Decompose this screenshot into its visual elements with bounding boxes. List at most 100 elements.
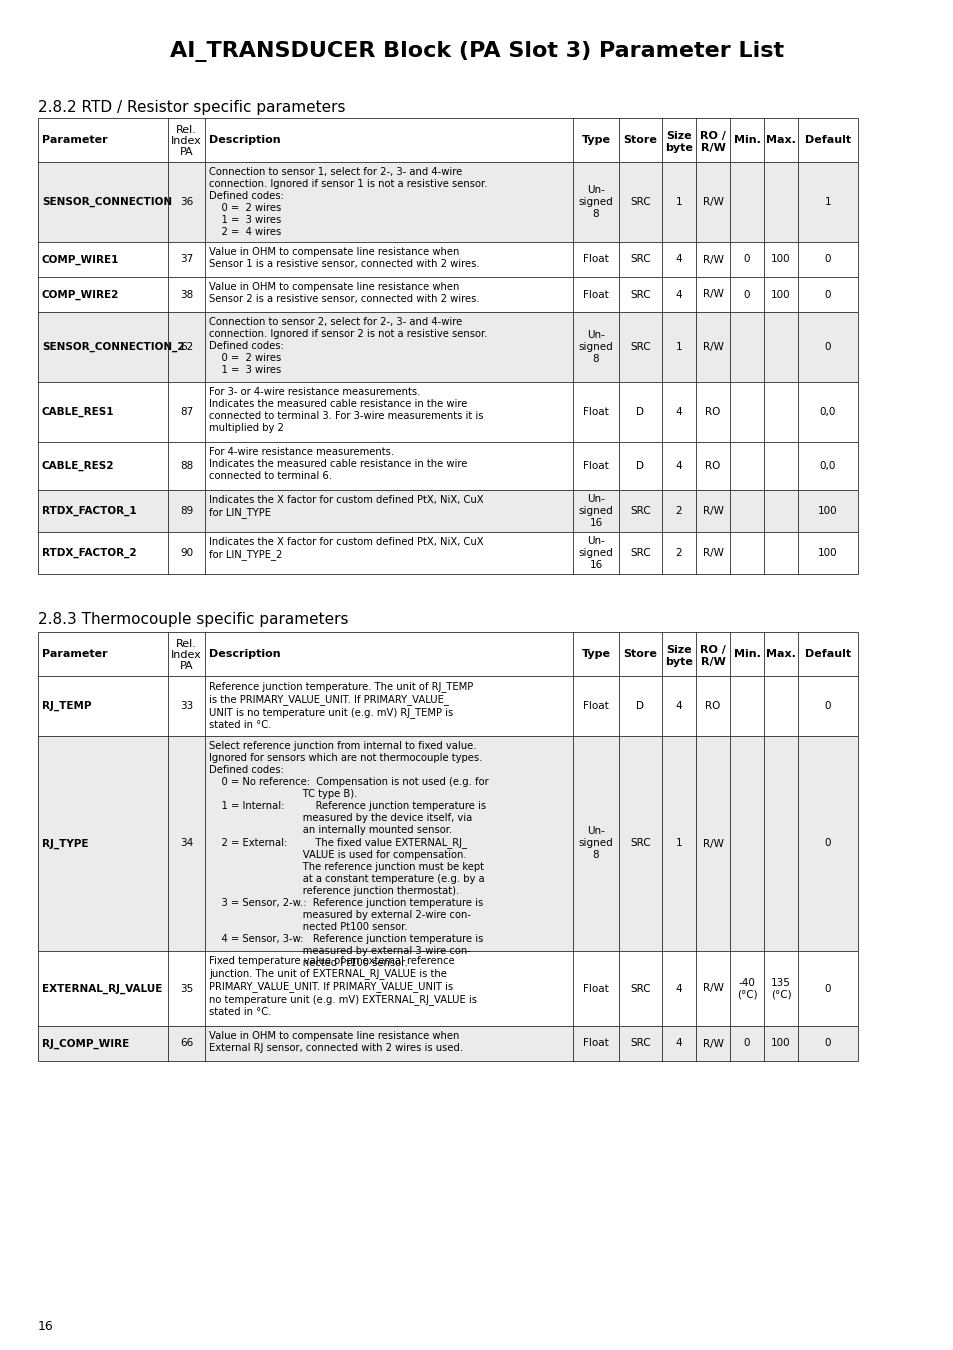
Text: 4: 4	[675, 255, 681, 265]
Text: RTDX_FACTOR_2: RTDX_FACTOR_2	[42, 548, 136, 558]
Text: Value in OHM to compensate line resistance when
External RJ sensor, connected wi: Value in OHM to compensate line resistan…	[209, 1031, 462, 1053]
Text: 33: 33	[180, 701, 193, 711]
Text: CABLE_RES1: CABLE_RES1	[42, 406, 114, 417]
Text: Size: Size	[665, 131, 691, 140]
Text: SRC: SRC	[630, 197, 650, 207]
Text: 100: 100	[770, 289, 790, 300]
Text: Parameter: Parameter	[42, 135, 108, 144]
Text: 0: 0	[743, 289, 749, 300]
Text: R/W: R/W	[701, 197, 722, 207]
Text: SRC: SRC	[630, 255, 650, 265]
Text: 35: 35	[180, 984, 193, 994]
Text: 4: 4	[675, 984, 681, 994]
Text: Float: Float	[582, 460, 608, 471]
Bar	[38, 632, 857, 676]
Text: 100: 100	[818, 506, 837, 516]
Text: D: D	[636, 701, 644, 711]
Text: RJ_TEMP: RJ_TEMP	[42, 701, 91, 711]
Text: 4: 4	[675, 701, 681, 711]
Text: Store: Store	[623, 135, 657, 144]
Text: Parameter: Parameter	[42, 649, 108, 659]
Text: 100: 100	[770, 255, 790, 265]
Text: SRC: SRC	[630, 289, 650, 300]
Text: Float: Float	[582, 406, 608, 417]
Text: 1: 1	[675, 197, 681, 207]
Text: Type: Type	[581, 649, 610, 659]
Text: Un-
signed
16: Un- signed 16	[578, 536, 613, 570]
Bar	[38, 277, 857, 312]
Text: SENSOR_CONNECTION_2: SENSOR_CONNECTION_2	[42, 342, 185, 352]
Bar	[38, 490, 857, 532]
Text: 38: 38	[180, 289, 193, 300]
Text: 0: 0	[824, 984, 830, 994]
Text: Min.: Min.	[733, 135, 760, 144]
Text: SRC: SRC	[630, 1038, 650, 1049]
Text: 0: 0	[824, 838, 830, 849]
Text: 0: 0	[743, 255, 749, 265]
Text: Index: Index	[171, 649, 202, 660]
Text: SRC: SRC	[630, 506, 650, 516]
Text: 88: 88	[180, 460, 193, 471]
Text: RO /: RO /	[700, 645, 725, 655]
Text: 4: 4	[675, 1038, 681, 1049]
Text: Rel.: Rel.	[176, 639, 196, 649]
Text: 16: 16	[38, 1320, 53, 1332]
Text: R/W: R/W	[701, 289, 722, 300]
Text: Un-
signed
8: Un- signed 8	[578, 329, 613, 364]
Text: 4: 4	[675, 406, 681, 417]
Text: RO: RO	[704, 460, 720, 471]
Text: 2.8.3 Thermocouple specific parameters: 2.8.3 Thermocouple specific parameters	[38, 612, 348, 626]
Text: 0,0: 0,0	[819, 406, 836, 417]
Text: RTDX_FACTOR_1: RTDX_FACTOR_1	[42, 506, 136, 516]
Text: R/W: R/W	[701, 984, 722, 994]
Text: Indicates the X factor for custom defined PtX, NiX, CuX
for LIN_TYPE_2: Indicates the X factor for custom define…	[209, 537, 483, 560]
Text: Un-
signed
8: Un- signed 8	[578, 185, 613, 219]
Text: Max.: Max.	[765, 649, 795, 659]
Text: R/W: R/W	[700, 143, 724, 153]
Text: PA: PA	[179, 662, 193, 671]
Text: -40
(°C): -40 (°C)	[736, 977, 757, 999]
Text: SRC: SRC	[630, 342, 650, 352]
Text: 1: 1	[675, 342, 681, 352]
Text: 4: 4	[675, 460, 681, 471]
Text: Reference junction temperature. The unit of RJ_TEMP
is the PRIMARY_VALUE_UNIT. I: Reference junction temperature. The unit…	[209, 680, 473, 730]
Text: AI_TRANSDUCER Block (PA Slot 3) Parameter List: AI_TRANSDUCER Block (PA Slot 3) Paramete…	[170, 42, 783, 62]
Text: 4: 4	[675, 289, 681, 300]
Text: R/W: R/W	[701, 506, 722, 516]
Text: 2.8.2 RTD / Resistor specific parameters: 2.8.2 RTD / Resistor specific parameters	[38, 100, 345, 115]
Text: 1: 1	[675, 838, 681, 849]
Text: RO: RO	[704, 701, 720, 711]
Text: 37: 37	[180, 255, 193, 265]
Text: byte: byte	[664, 143, 692, 153]
Bar	[38, 117, 857, 162]
Text: D: D	[636, 460, 644, 471]
Text: Connection to sensor 1, select for 2-, 3- and 4-wire
connection. Ignored if sens: Connection to sensor 1, select for 2-, 3…	[209, 167, 487, 238]
Text: Float: Float	[582, 1038, 608, 1049]
Bar	[38, 162, 857, 242]
Text: 0: 0	[824, 342, 830, 352]
Text: 100: 100	[818, 548, 837, 558]
Text: SENSOR_CONNECTION: SENSOR_CONNECTION	[42, 197, 172, 207]
Text: For 4-wire resistance measurements.
Indicates the measured cable resistance in t: For 4-wire resistance measurements. Indi…	[209, 447, 467, 481]
Text: 90: 90	[180, 548, 193, 558]
Text: 135
(°C): 135 (°C)	[770, 977, 790, 999]
Text: 87: 87	[180, 406, 193, 417]
Text: Index: Index	[171, 136, 202, 146]
Text: 100: 100	[770, 1038, 790, 1049]
Text: Un-
signed
8: Un- signed 8	[578, 826, 613, 860]
Text: Float: Float	[582, 701, 608, 711]
Text: 1: 1	[823, 197, 830, 207]
Text: 0: 0	[824, 1038, 830, 1049]
Text: Value in OHM to compensate line resistance when
Sensor 1 is a resistive sensor, : Value in OHM to compensate line resistan…	[209, 247, 479, 269]
Text: Description: Description	[209, 135, 280, 144]
Text: 2: 2	[675, 506, 681, 516]
Text: PA: PA	[179, 147, 193, 157]
Bar	[38, 382, 857, 441]
Text: Min.: Min.	[733, 649, 760, 659]
Bar	[38, 242, 857, 277]
Text: R/W: R/W	[701, 255, 722, 265]
Text: R/W: R/W	[701, 342, 722, 352]
Bar	[38, 441, 857, 490]
Text: Fixed temperature value of an external reference
junction. The unit of EXTERNAL_: Fixed temperature value of an external r…	[209, 956, 476, 1017]
Text: byte: byte	[664, 657, 692, 667]
